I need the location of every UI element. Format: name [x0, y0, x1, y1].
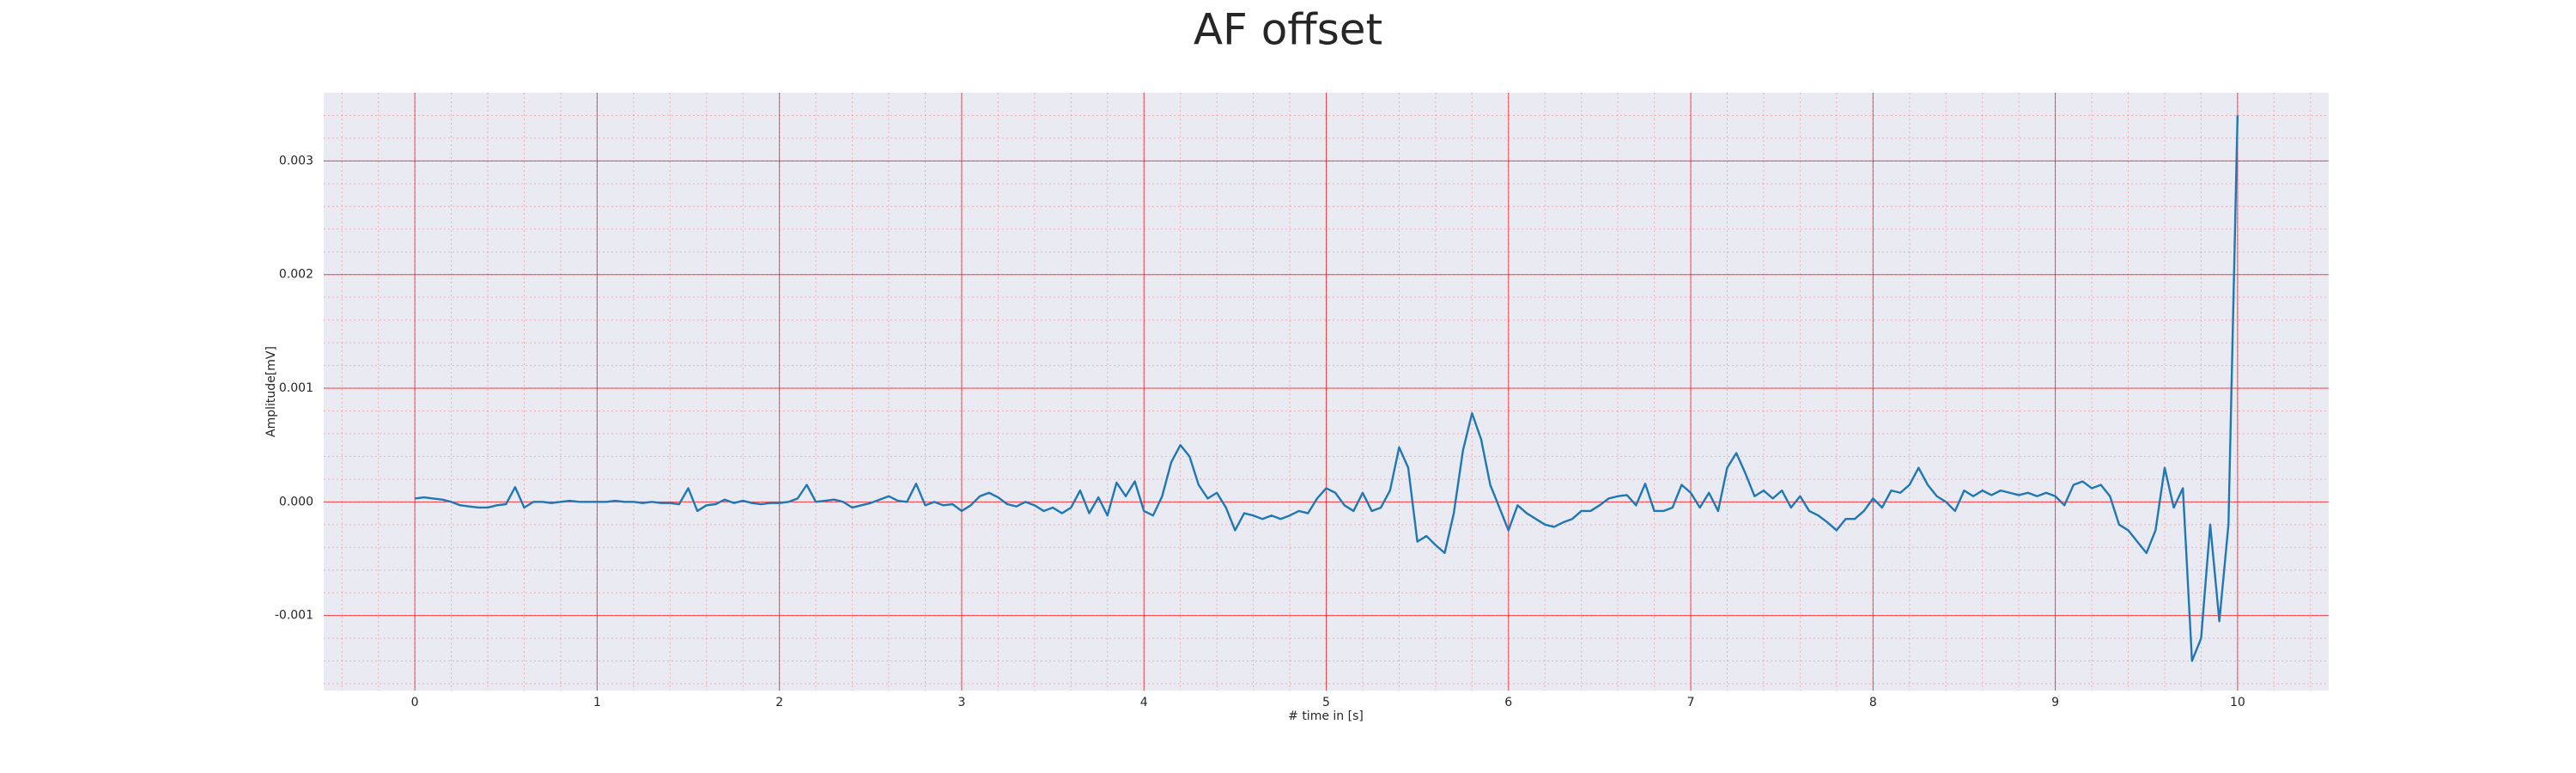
chart-title: AF offset	[1194, 5, 1382, 55]
grid	[324, 93, 2329, 691]
x-tick-label: 6	[1504, 696, 1512, 709]
x-axis-label: # time in [s]	[1288, 709, 1364, 723]
y-tick-label: 0.003	[279, 154, 313, 167]
x-tick-label: 3	[957, 696, 965, 709]
y-tick-label: 0.000	[279, 495, 313, 508]
x-tick-label: 7	[1687, 696, 1695, 709]
y-tick-label: 0.002	[279, 268, 313, 282]
y-tick-label: 0.001	[279, 381, 313, 395]
x-tick-label: 10	[2230, 696, 2245, 709]
y-axis-label: Amplitude[mV]	[264, 346, 278, 437]
y-tick-label: -0.001	[275, 609, 313, 623]
x-tick-label: 4	[1140, 696, 1148, 709]
data-line	[414, 115, 2239, 662]
x-tick-label: 1	[593, 696, 601, 709]
x-tick-label: 8	[1869, 696, 1877, 709]
x-tick-label: 5	[1322, 696, 1330, 709]
x-tick-label: 2	[775, 696, 783, 709]
x-tick-label: 9	[2051, 696, 2059, 709]
x-tick-label: 0	[411, 696, 419, 709]
